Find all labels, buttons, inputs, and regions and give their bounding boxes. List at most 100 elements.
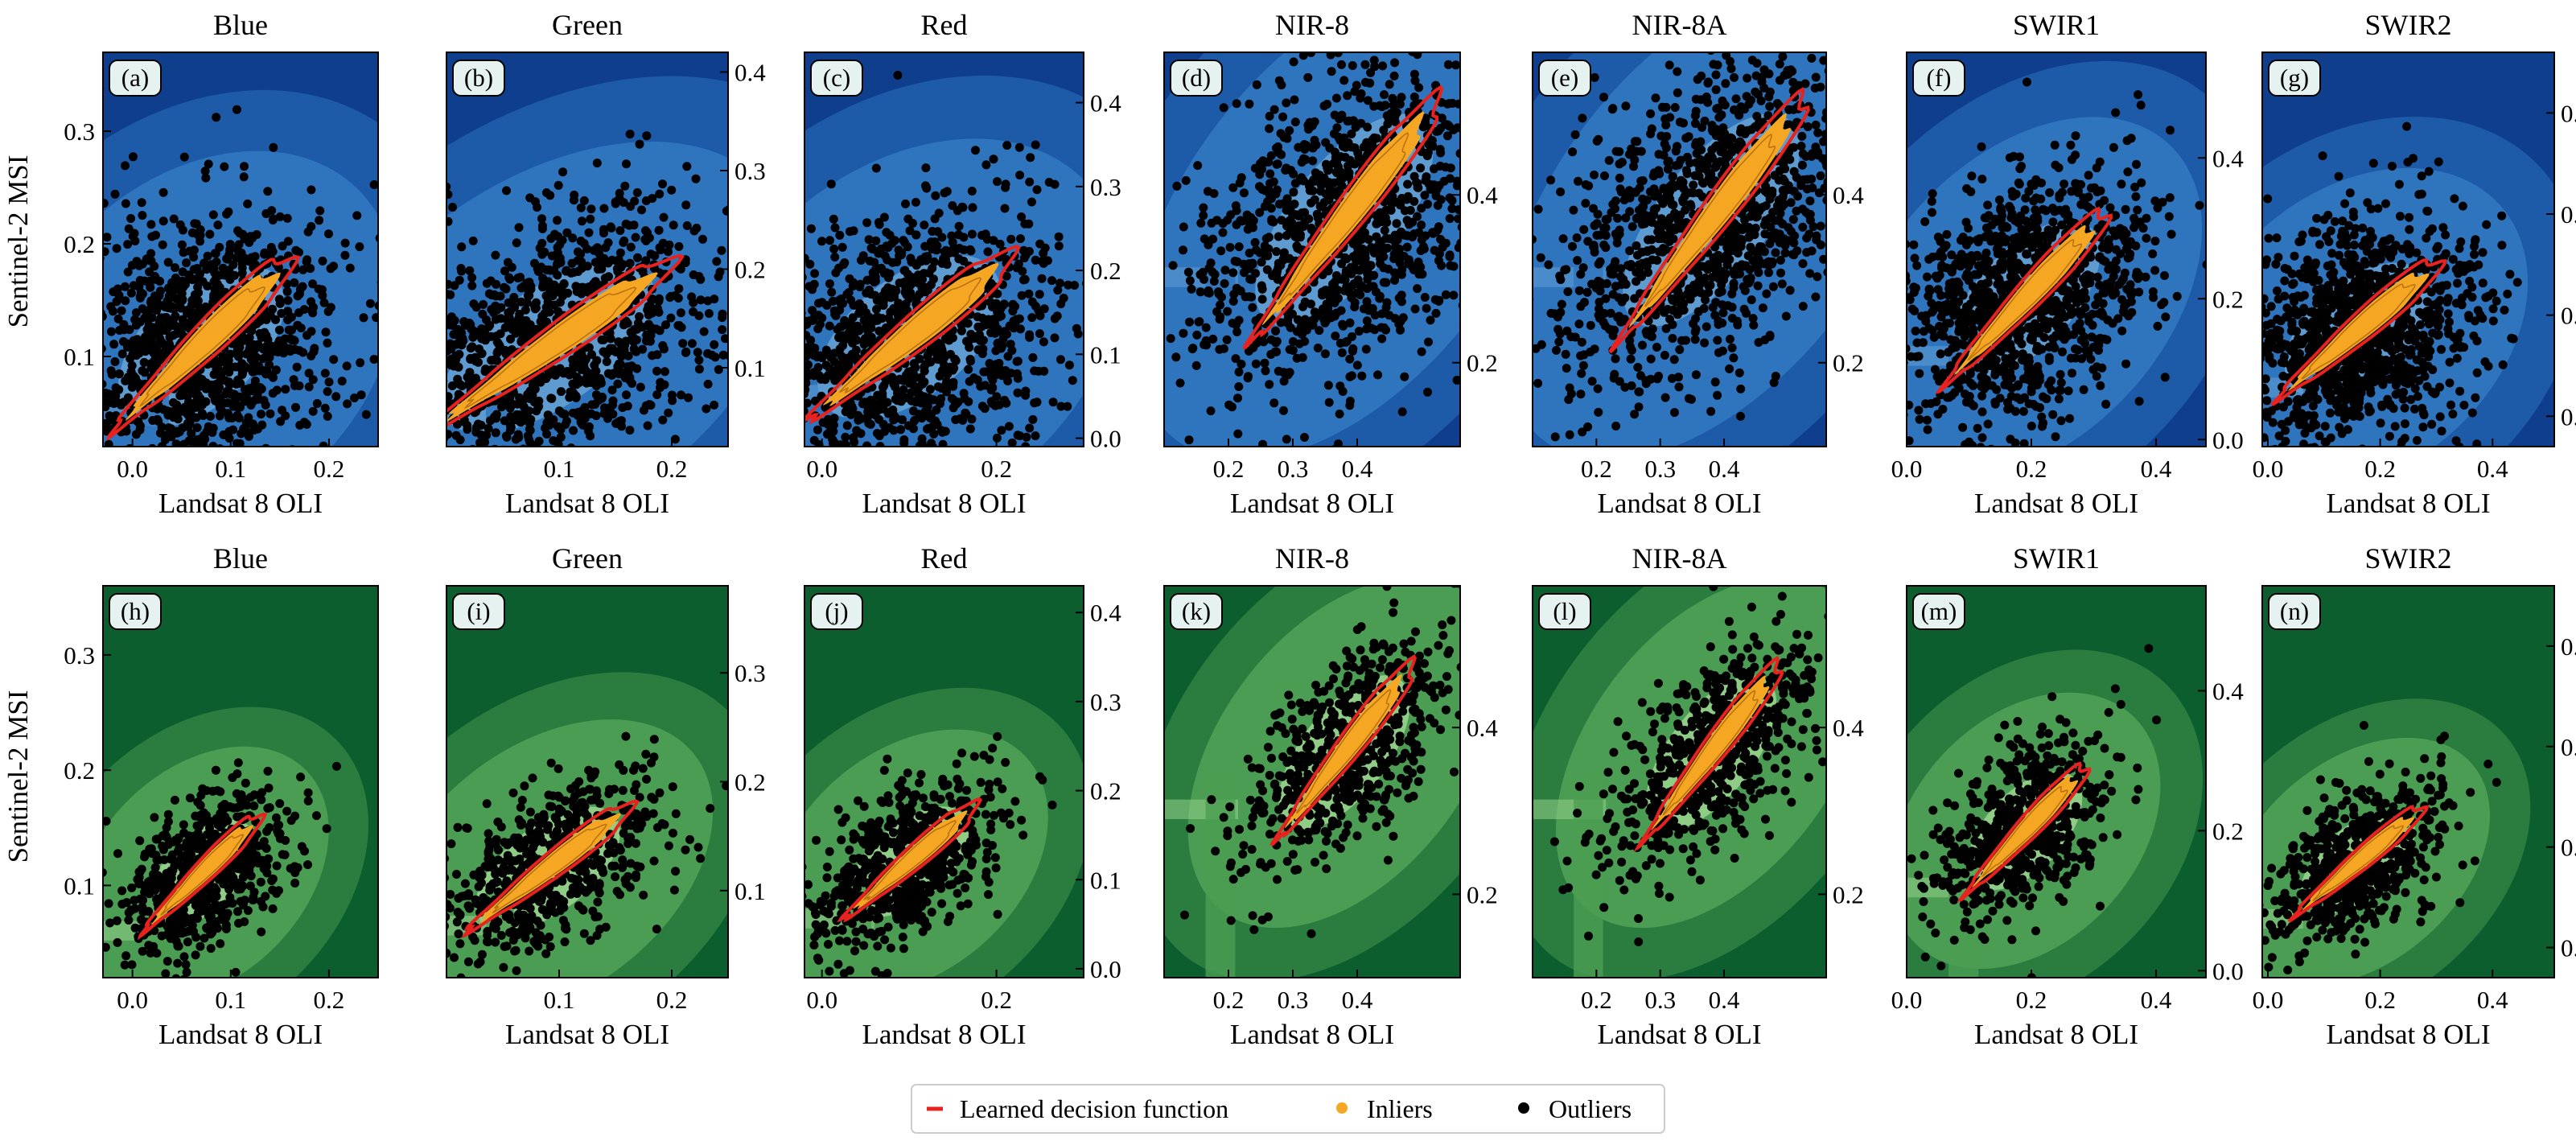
outlier-point — [93, 421, 101, 430]
outlier-point — [903, 242, 912, 252]
outlier-point — [146, 345, 156, 355]
outlier-point — [689, 506, 697, 515]
outlier-point — [746, 286, 755, 295]
outlier-point — [1249, 343, 1258, 352]
outlier-point — [189, 389, 199, 398]
outlier-point — [942, 260, 952, 270]
outlier-point — [614, 418, 623, 426]
outlier-point — [1179, 245, 1187, 255]
outlier-point — [81, 266, 90, 274]
outlier-point — [1030, 366, 1039, 376]
outlier-point — [1209, 277, 1219, 286]
outlier-point — [447, 381, 457, 390]
outlier-point — [1274, 232, 1283, 241]
outlier-point — [380, 393, 389, 402]
outlier-point — [788, 382, 797, 391]
outlier-point — [1390, 58, 1400, 68]
outlier-point — [424, 416, 433, 425]
outlier-point — [993, 338, 1002, 348]
outlier-point — [821, 360, 831, 370]
outlier-point — [981, 160, 991, 170]
outlier-point — [957, 202, 967, 212]
outlier-point — [795, 383, 804, 392]
outlier-point — [642, 131, 652, 141]
outlier-point — [1028, 352, 1038, 362]
outlier-point — [1026, 153, 1035, 163]
outlier-point — [625, 426, 635, 435]
outlier-point — [294, 447, 303, 455]
outlier-point — [205, 411, 215, 421]
outlier-point — [1070, 281, 1080, 290]
outlier-point — [673, 294, 683, 303]
outlier-point — [615, 226, 625, 235]
outlier-point — [201, 173, 211, 183]
outlier-point — [1208, 334, 1218, 344]
outlier-point — [280, 334, 290, 344]
outlier-point — [578, 521, 586, 529]
outlier-point — [274, 325, 284, 335]
outlier-point — [610, 478, 619, 487]
outlier-point — [1232, 99, 1241, 109]
outlier-point — [145, 278, 154, 288]
outlier-point — [1490, 0, 1499, 9]
outlier-point — [389, 269, 398, 278]
outlier-point — [669, 220, 678, 230]
outlier-point — [139, 357, 149, 367]
outlier-point — [203, 251, 212, 261]
outlier-point — [232, 105, 241, 114]
outlier-point — [1545, 4, 1553, 13]
outlier-point — [436, 396, 445, 405]
outlier-point — [451, 509, 460, 518]
outlier-point — [1068, 376, 1077, 385]
outlier-point — [155, 333, 164, 343]
outlier-point — [508, 455, 517, 463]
outlier-point — [496, 291, 505, 301]
outlier-point — [522, 327, 532, 337]
outlier-point — [1025, 177, 1035, 187]
outlier-point — [218, 357, 228, 367]
outlier-point — [866, 290, 876, 299]
outlier-point — [486, 451, 495, 460]
outlier-point — [70, 274, 79, 283]
outlier-point — [804, 343, 809, 352]
outlier-point — [31, 407, 40, 416]
outlier-point — [848, 313, 858, 323]
outlier-point — [84, 414, 93, 422]
outlier-point — [1446, 163, 1455, 173]
outlier-point — [986, 278, 996, 288]
outlier-point — [1339, 76, 1349, 85]
outlier-point — [989, 154, 998, 164]
outlier-point — [841, 432, 850, 442]
outlier-point — [586, 431, 595, 441]
outlier-point — [965, 424, 975, 434]
panel-tag-label: (b) — [464, 64, 493, 92]
outlier-point — [282, 286, 292, 296]
outlier-point — [810, 269, 820, 278]
outlier-point — [97, 451, 106, 459]
outlier-point — [515, 393, 525, 402]
outlier-point — [80, 328, 89, 337]
outlier-point — [956, 414, 965, 423]
outlier-point — [1234, 367, 1244, 377]
outlier-point — [1430, 295, 1440, 304]
outlier-point — [117, 306, 126, 315]
outlier-point — [823, 371, 833, 380]
outlier-point — [756, 216, 765, 224]
outlier-point — [920, 409, 929, 418]
outlier-point — [1073, 329, 1083, 339]
outlier-point — [1249, 223, 1257, 233]
outlier-point — [1203, 187, 1212, 196]
outlier-point — [534, 266, 544, 276]
panel-tag-label: (c) — [823, 64, 850, 92]
outlier-point — [582, 262, 592, 271]
outlier-point — [586, 204, 596, 214]
outlier-point — [1004, 422, 1014, 431]
outlier-point — [261, 443, 270, 447]
outlier-point — [1006, 234, 1016, 244]
outlier-point — [664, 247, 673, 257]
outlier-point — [1255, 208, 1265, 217]
outlier-point — [114, 290, 124, 300]
outlier-point — [1363, 96, 1372, 105]
outlier-point — [731, 487, 740, 496]
outlier-point — [1376, 238, 1385, 248]
